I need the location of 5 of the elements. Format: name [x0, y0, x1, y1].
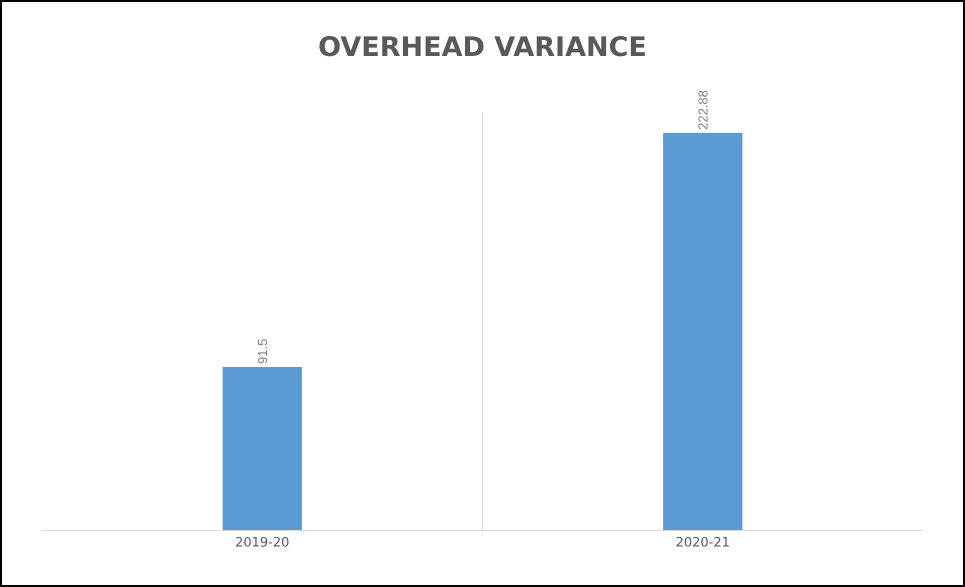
data-label: 91.5 [254, 338, 270, 364]
data-label: 222.88 [695, 90, 710, 130]
x-tick-label: 2019-20 [235, 536, 290, 551]
chart-title: OVERHEAD VARIANCE [318, 32, 647, 63]
x-tick-label: 2020-21 [676, 536, 730, 551]
